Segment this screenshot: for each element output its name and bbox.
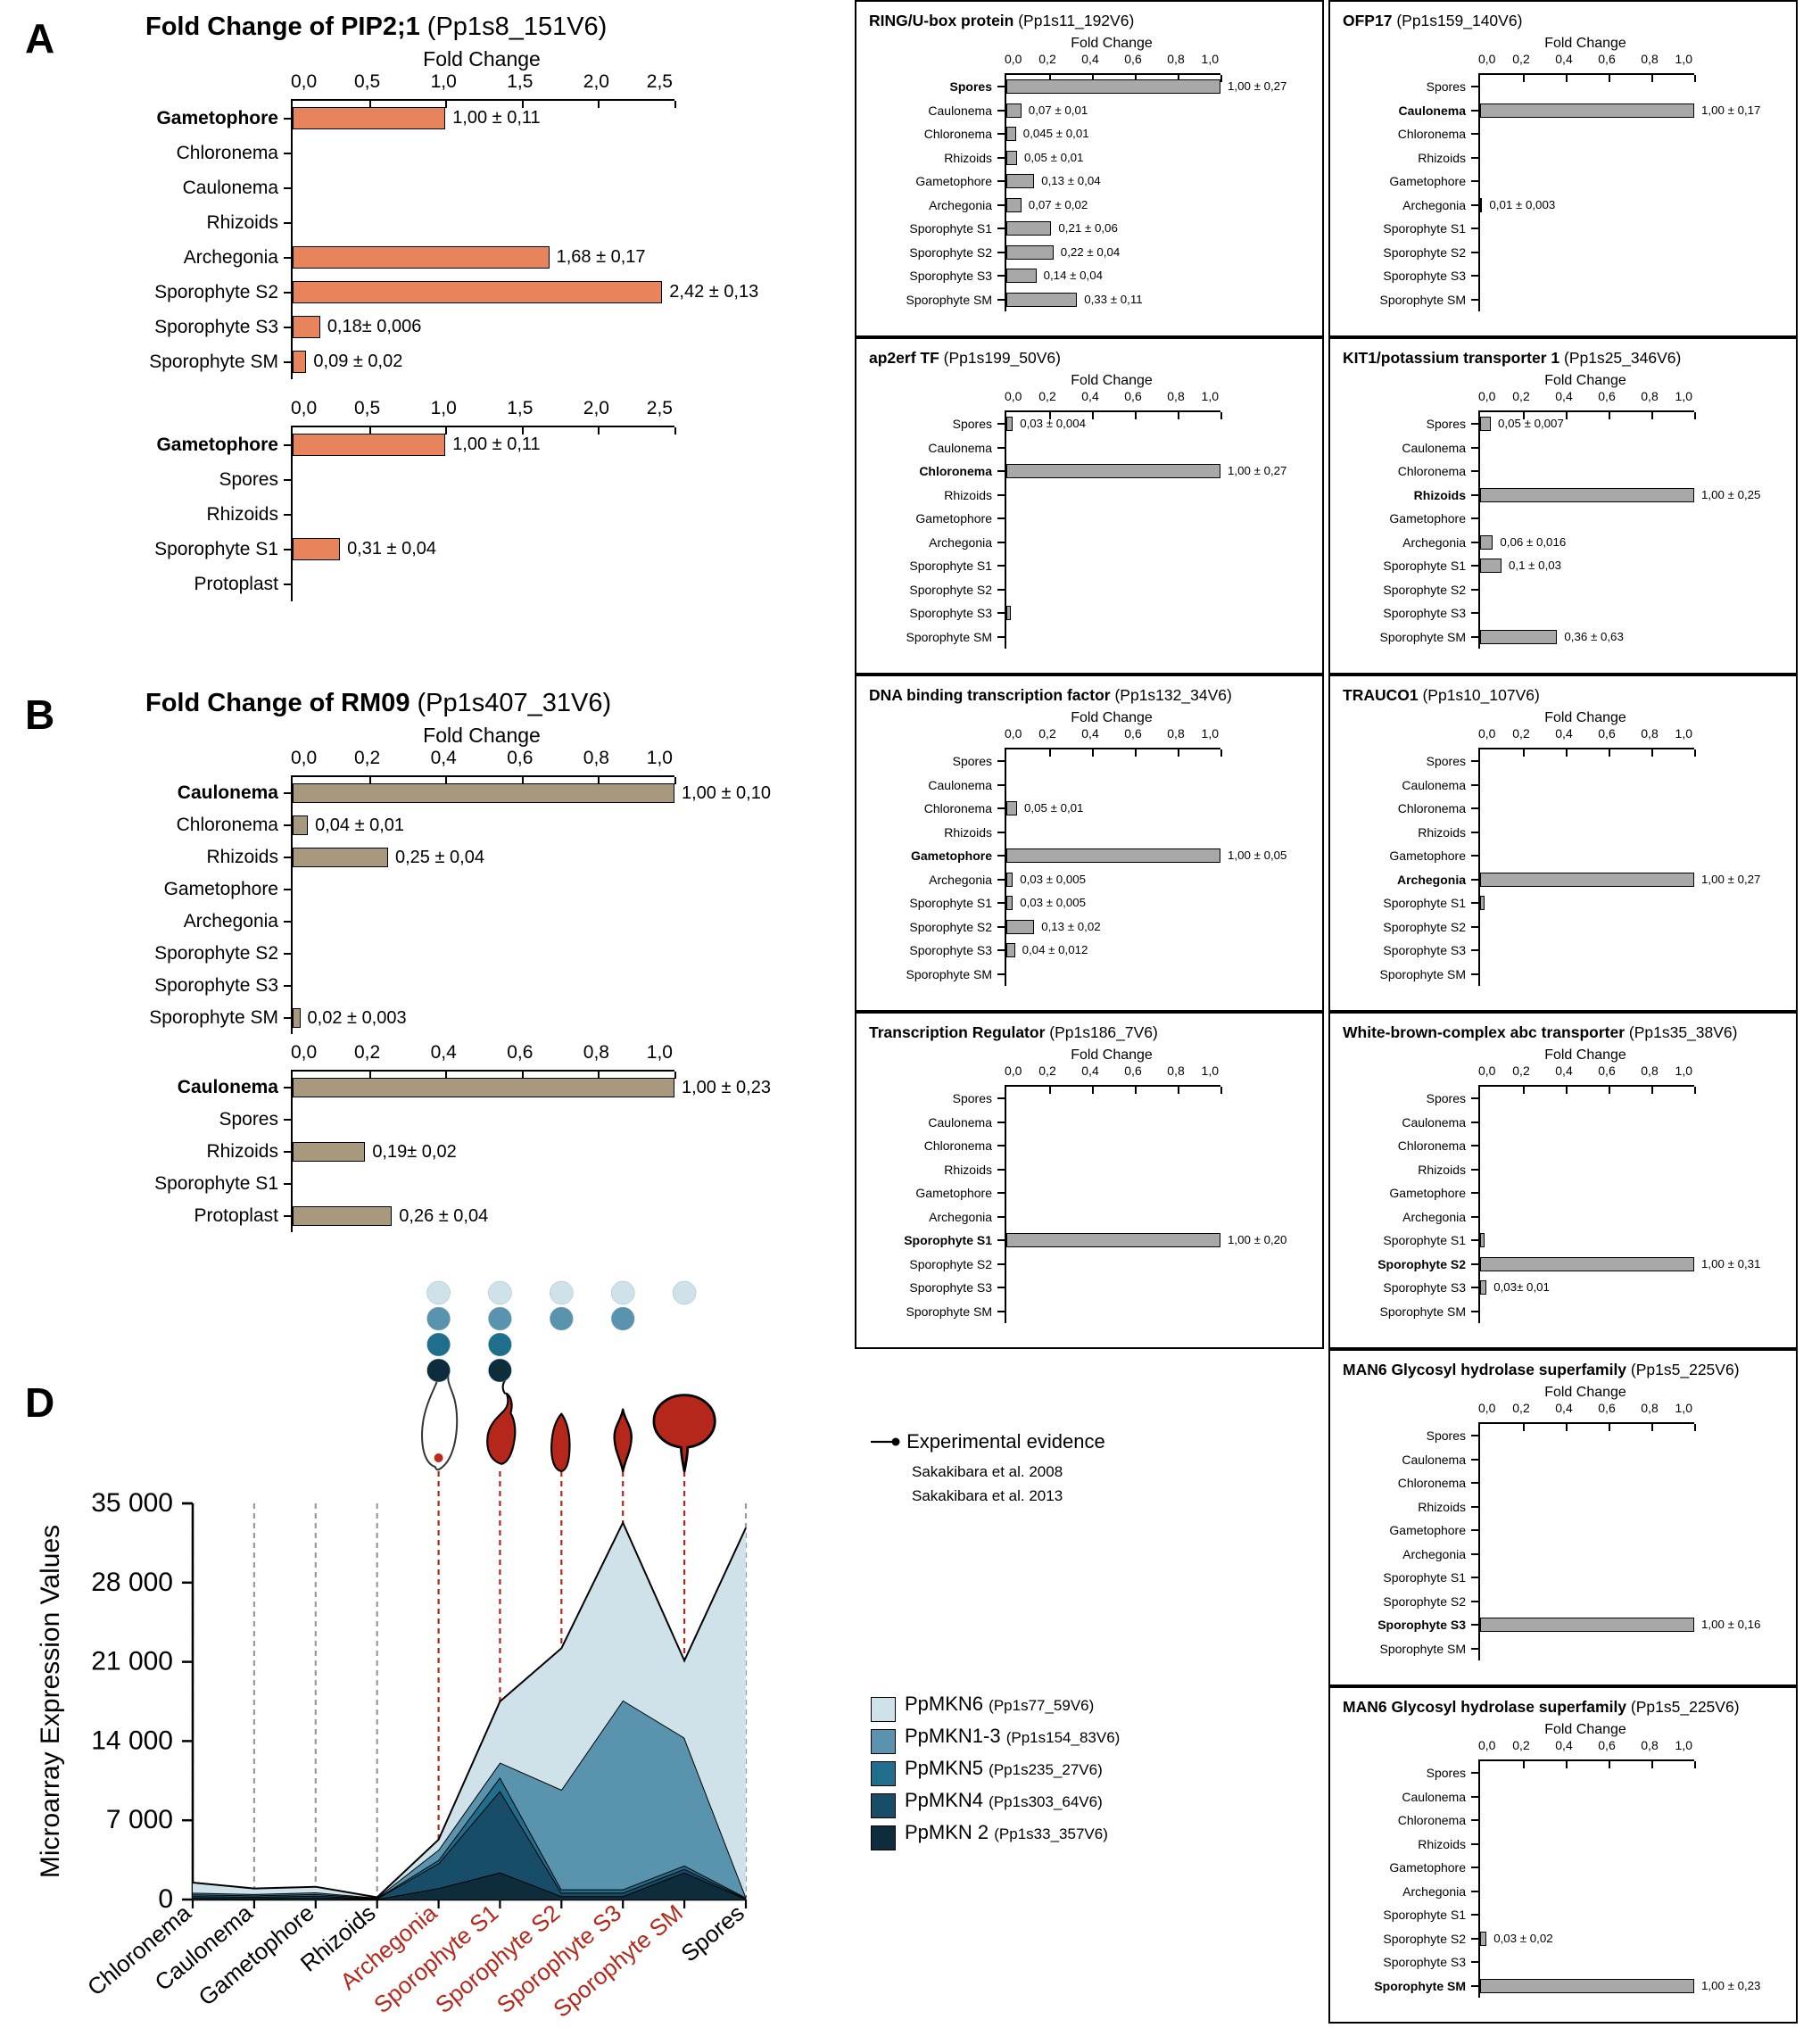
svg-text:21 000: 21 000 — [91, 1647, 173, 1676]
svg-text:Spores: Spores — [675, 1900, 749, 1967]
svg-text:35 000: 35 000 — [91, 1488, 173, 1518]
svg-text:7 000: 7 000 — [106, 1805, 173, 1834]
svg-text:Microarray Expression Values: Microarray Expression Values — [36, 1525, 65, 1878]
svg-text:14 000: 14 000 — [91, 1726, 173, 1755]
svg-text:28 000: 28 000 — [91, 1568, 173, 1597]
